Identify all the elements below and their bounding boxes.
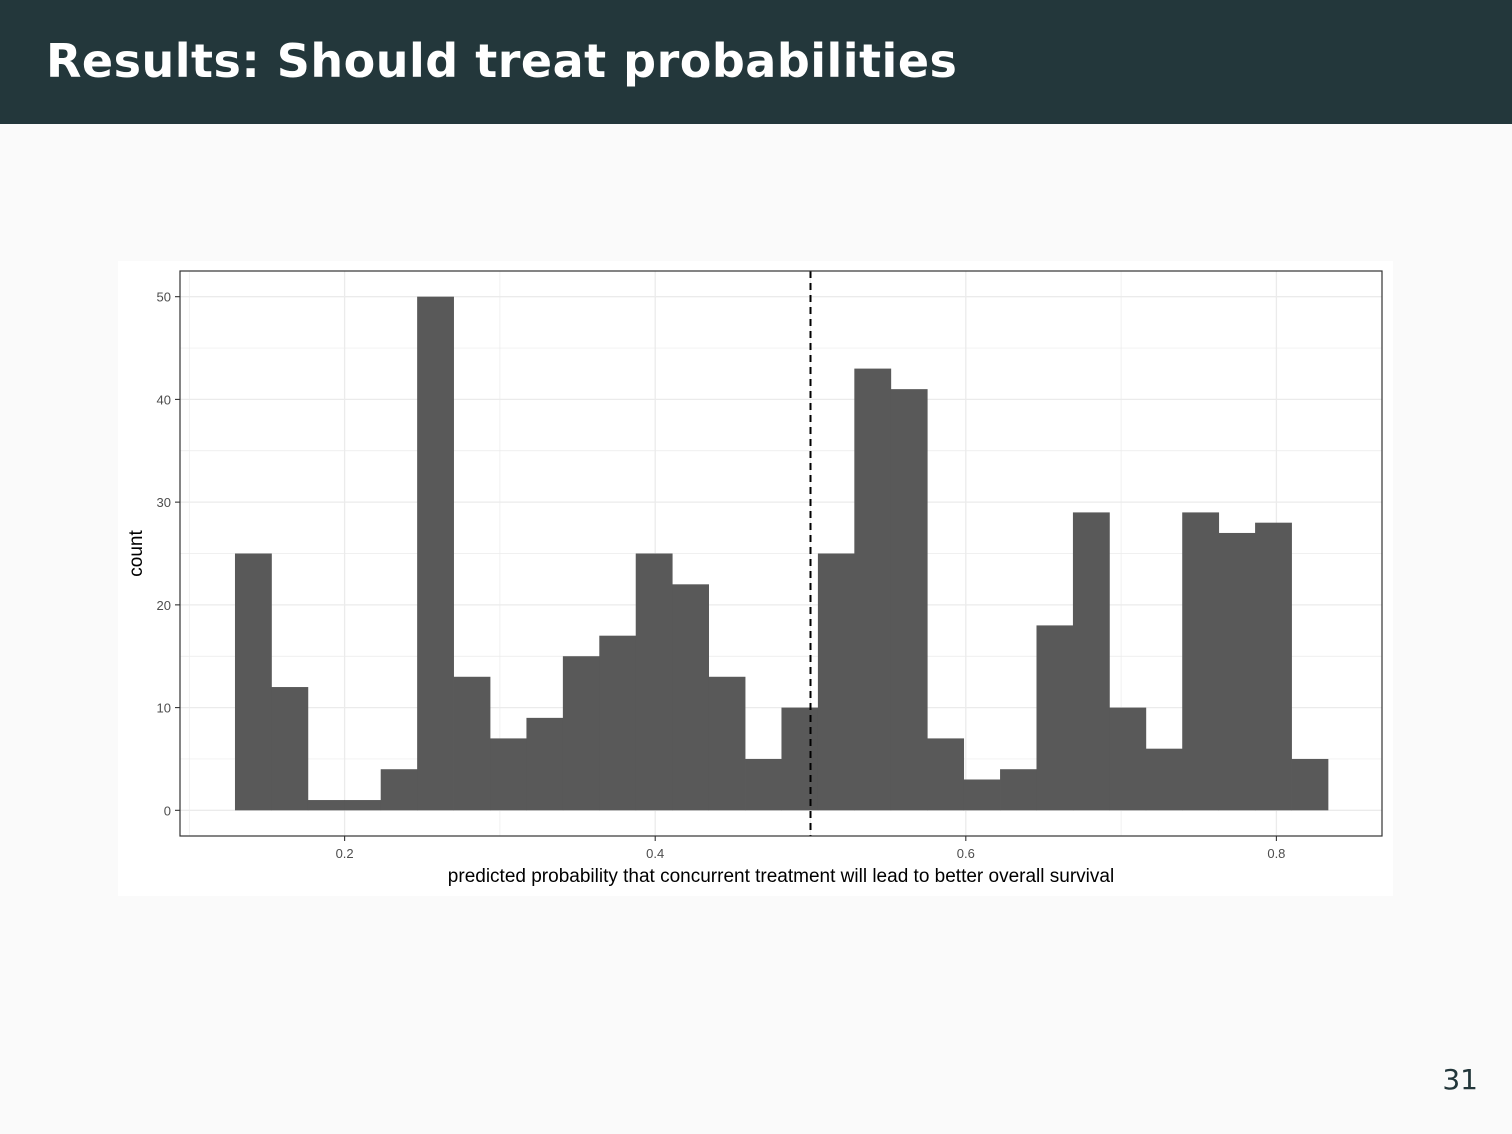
- histogram-bar: [672, 584, 710, 811]
- x-tick-label: 0.2: [336, 846, 354, 861]
- y-tick-label: 50: [157, 290, 171, 305]
- x-tick-label: 0.8: [1267, 846, 1285, 861]
- histogram-bar: [1255, 522, 1292, 811]
- y-axis-ticks: 0 10 20 30 40 50: [157, 290, 180, 818]
- histogram-bar: [1145, 748, 1183, 811]
- panel-border: [179, 270, 1383, 837]
- histogram-bar: [453, 676, 491, 811]
- histogram-bar: [380, 769, 418, 811]
- histogram-bar: [781, 707, 819, 811]
- histogram-bar: [599, 635, 637, 811]
- histogram-bar: [708, 676, 746, 811]
- histogram-bar: [1000, 769, 1037, 811]
- x-tick-label: 0.4: [646, 846, 664, 861]
- slide-title: Results: Should treat probabilities: [46, 34, 958, 88]
- histogram-bar: [817, 553, 855, 811]
- histogram-bars: [234, 296, 1329, 811]
- histogram-bar: [963, 779, 1001, 811]
- histogram-bar: [635, 553, 673, 811]
- histogram-bar: [927, 738, 965, 811]
- x-axis-ticks: 0.2 0.4 0.6 0.8: [336, 836, 1285, 861]
- histogram-bar: [234, 553, 272, 811]
- histogram-bar: [1109, 707, 1147, 811]
- histogram-bar: [271, 687, 309, 811]
- histogram-bar: [854, 368, 892, 811]
- y-tick-label: 30: [157, 495, 171, 510]
- histogram-bar: [890, 389, 928, 811]
- y-tick-label: 20: [157, 598, 171, 613]
- histogram-bar: [1072, 512, 1110, 811]
- y-tick-label: 40: [157, 392, 171, 407]
- histogram-chart: 0.2 0.4 0.6 0.8 0 10 20 30 40 50 predicted proba…: [126, 270, 1383, 887]
- y-tick-label: 10: [157, 701, 171, 716]
- histogram-bar: [1218, 532, 1256, 811]
- histogram-bar: [307, 800, 345, 811]
- y-tick-label: 0: [164, 803, 171, 818]
- y-axis-title: count: [126, 530, 147, 577]
- histogram-bar: [490, 738, 527, 811]
- histogram-bar: [417, 296, 454, 811]
- histogram-bar: [344, 800, 382, 811]
- histogram-figure: 0.2 0.4 0.6 0.8 0 10 20 30 40 50 predicted proba…: [118, 261, 1393, 896]
- x-axis-title: predicted probability that concurrent tr…: [448, 866, 1114, 887]
- page-number: 31: [1442, 1063, 1478, 1096]
- histogram-bar: [1182, 512, 1220, 811]
- histogram-bar: [745, 758, 782, 811]
- histogram-bar: [562, 656, 600, 811]
- histogram-bar: [1291, 758, 1329, 811]
- histogram-bar: [1036, 625, 1074, 811]
- slide-header: Results: Should treat probabilities: [0, 0, 1512, 124]
- histogram-bar: [526, 717, 564, 811]
- x-tick-label: 0.6: [957, 846, 975, 861]
